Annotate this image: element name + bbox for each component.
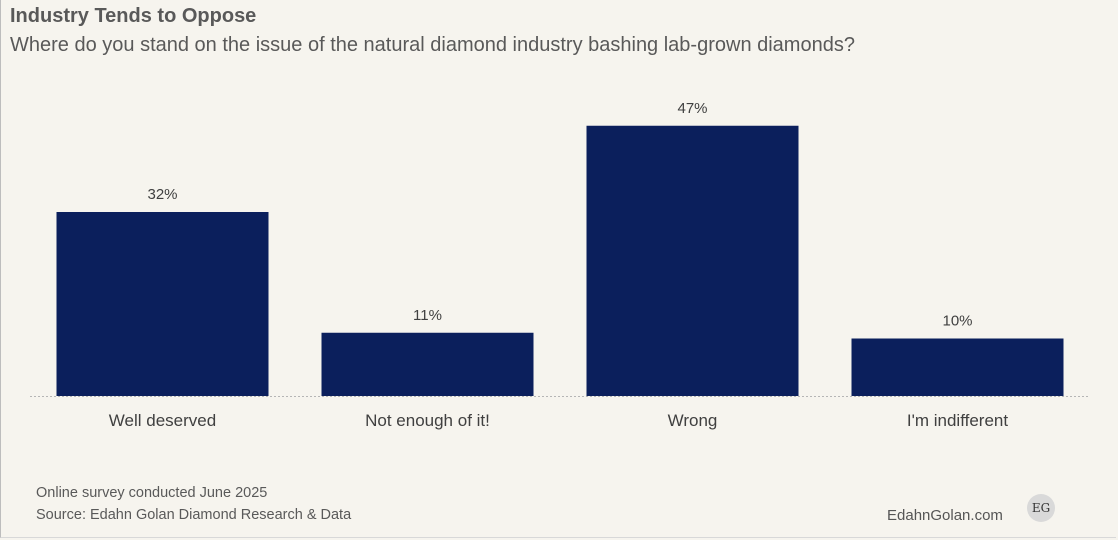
bar-3 [851, 338, 1064, 396]
source-note: Source: Edahn Golan Diamond Research & D… [36, 507, 352, 523]
category-label-2: Wrong [668, 411, 718, 430]
chart-subtitle: Where do you stand on the issue of the n… [10, 34, 855, 56]
survey-note: Online survey conducted June 2025 [36, 485, 268, 501]
category-label-3: I'm indifferent [907, 411, 1008, 430]
data-label-0: 32% [147, 186, 177, 203]
brand-link[interactable]: EdahnGolan.com [887, 507, 1003, 524]
bar-2 [586, 125, 799, 396]
category-label-0: Well deserved [109, 411, 216, 430]
data-label-2: 47% [677, 100, 707, 117]
data-label-1: 11% [413, 307, 442, 324]
brand-logo-icon: EG [1027, 494, 1055, 522]
category-label-1: Not enough of it! [365, 411, 490, 430]
bar-1 [321, 332, 534, 396]
chart-title: Industry Tends to Oppose [10, 5, 257, 27]
bar-0 [56, 212, 269, 396]
data-label-3: 10% [942, 313, 972, 330]
